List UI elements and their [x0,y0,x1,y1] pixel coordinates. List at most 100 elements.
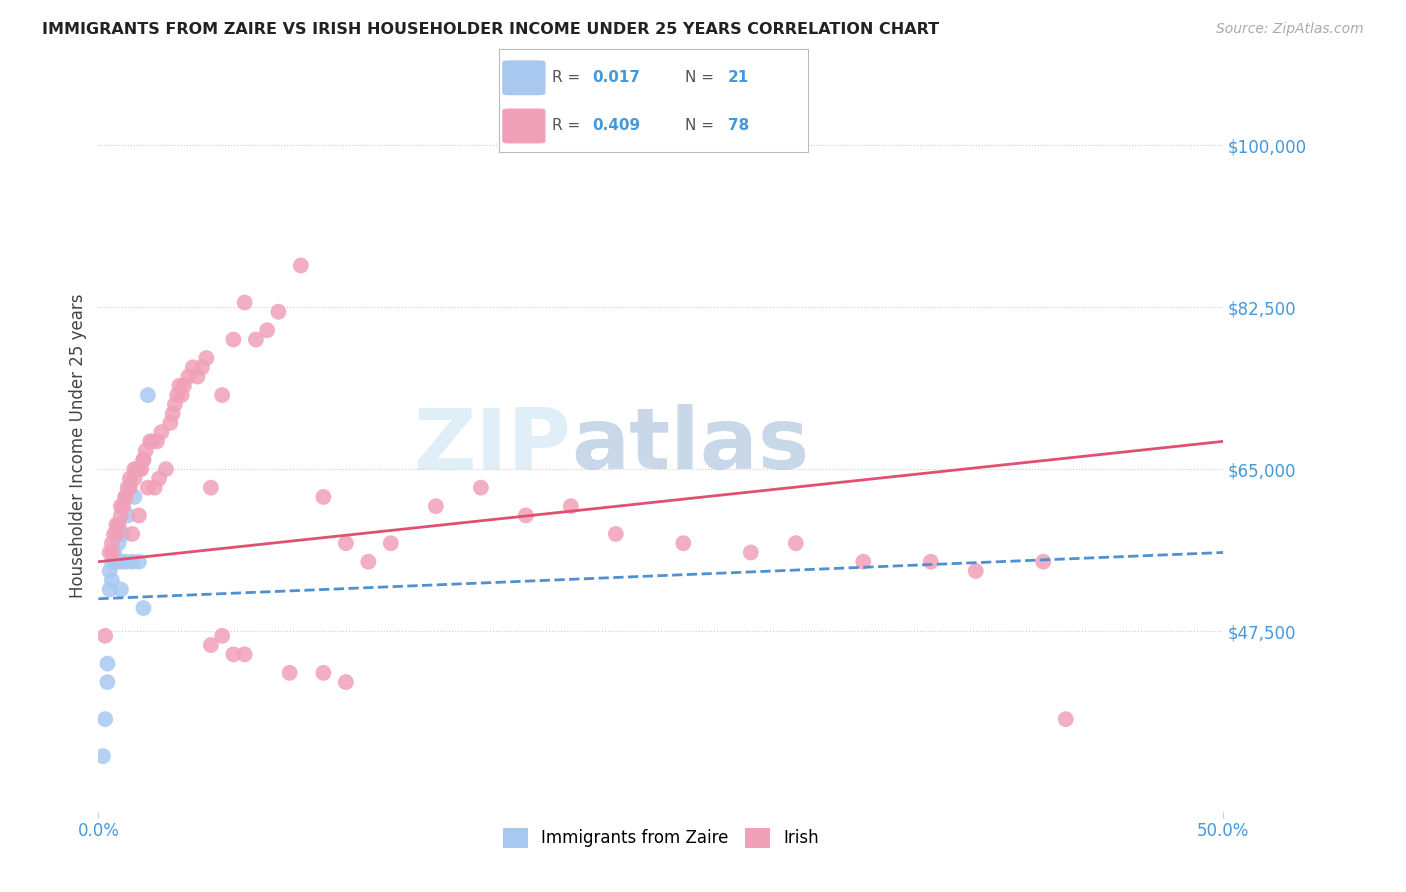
Point [136,481,159,495]
Text: 21: 21 [728,70,749,86]
Point [1054,712,1077,726]
Point [233,648,256,662]
Text: IMMIGRANTS FROM ZAIRE VS IRISH HOUSEHOLDER INCOME UNDER 25 YEARS CORRELATION CHA: IMMIGRANTS FROM ZAIRE VS IRISH HOUSEHOLD… [42,22,939,37]
Text: 0.017: 0.017 [592,70,640,86]
Point [425,499,447,513]
Point [128,462,150,476]
Text: N =: N = [685,119,714,134]
Point [278,665,301,680]
Text: Source: ZipAtlas.com: Source: ZipAtlas.com [1216,22,1364,37]
Point [101,545,124,559]
Point [740,545,762,559]
Text: R =: R = [551,119,579,134]
Point [125,462,148,476]
Point [135,443,157,458]
Point [672,536,695,550]
Point [146,434,169,449]
Point [335,536,357,550]
Point [256,323,278,337]
Point [98,545,121,559]
Point [245,333,267,347]
Point [170,388,193,402]
Point [211,388,233,402]
Point [312,490,335,504]
Point [312,665,335,680]
Text: N =: N = [685,70,714,86]
Text: 0.409: 0.409 [592,119,640,134]
Point [155,462,177,476]
Point [110,555,132,569]
Point [101,555,124,569]
Text: 78: 78 [728,119,749,134]
Point [107,517,129,532]
Legend: Immigrants from Zaire, Irish: Immigrants from Zaire, Irish [496,821,825,855]
Point [124,490,146,504]
Point [470,481,492,495]
Point [200,638,222,652]
Point [112,499,135,513]
Point [222,648,245,662]
Point [101,574,124,588]
Point [96,657,118,671]
Point [380,536,402,550]
Point [139,434,162,449]
Point [91,749,114,764]
Point [177,369,200,384]
Point [114,490,136,504]
FancyBboxPatch shape [502,61,546,95]
Point [920,555,942,569]
Point [121,527,143,541]
Point [105,517,128,532]
Point [132,601,155,615]
Point [98,582,121,597]
Point [357,555,380,569]
FancyBboxPatch shape [502,109,546,144]
Point [129,462,152,476]
Point [159,416,181,430]
Point [105,527,128,541]
Text: R =: R = [551,70,579,86]
Point [965,564,987,578]
Point [162,407,184,421]
Point [852,555,875,569]
Point [143,481,166,495]
Point [169,379,191,393]
Point [118,471,141,485]
Point [128,555,150,569]
Text: atlas: atlas [571,404,808,488]
Point [211,629,233,643]
Point [200,481,222,495]
Point [191,360,214,375]
Point [103,545,125,559]
Point [101,536,124,550]
Point [124,462,146,476]
Y-axis label: Householder Income Under 25 years: Householder Income Under 25 years [69,293,87,599]
Point [132,453,155,467]
Point [107,536,129,550]
Point [222,333,245,347]
Point [148,471,170,485]
Point [121,555,143,569]
Point [136,388,159,402]
Point [105,555,128,569]
Point [186,369,208,384]
Point [785,536,807,550]
Point [335,675,357,690]
Point [128,508,150,523]
Point [141,434,163,449]
Point [515,508,537,523]
Point [110,508,132,523]
Point [1032,555,1054,569]
Point [117,508,139,523]
Point [290,259,312,273]
Point [96,675,118,690]
Point [181,360,204,375]
Point [605,527,627,541]
Point [112,527,135,541]
Point [118,481,141,495]
Point [173,379,195,393]
Text: ZIP: ZIP [413,404,571,488]
Point [98,564,121,578]
Point [267,304,290,318]
Point [110,582,132,597]
